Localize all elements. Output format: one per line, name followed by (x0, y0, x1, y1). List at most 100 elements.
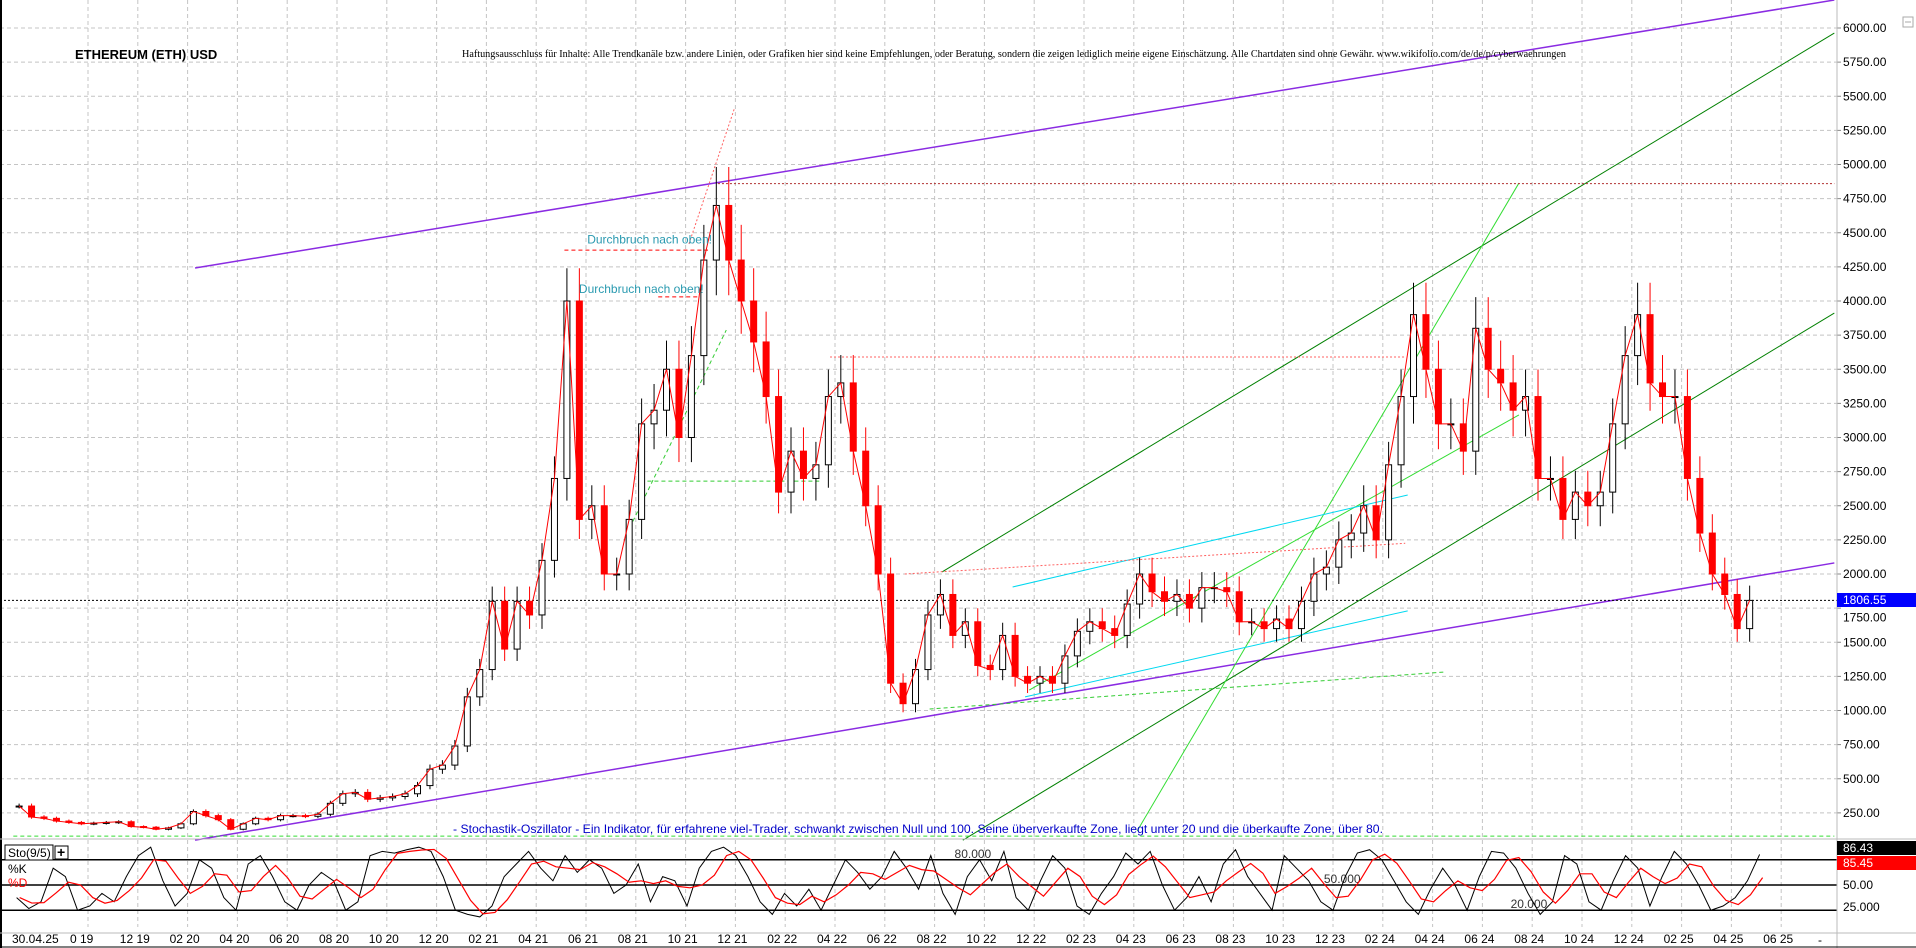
annotation-label: Durchbruch nach oben! (579, 282, 704, 296)
x-tick-label: 10 20 (369, 932, 399, 946)
candles: Durchbruch nach oben! Durchbruch nach obe… (15, 166, 1754, 831)
x-tick-label: 08 22 (917, 932, 947, 946)
stochastic-label-box[interactable] (4, 844, 54, 861)
x-tick-label: 12 21 (717, 932, 747, 946)
x-tick-label: 04 23 (1116, 932, 1146, 946)
x-tick-label: 0 19 (70, 932, 94, 946)
stoch-axis-tick: 50.00 (1843, 878, 1873, 892)
y-tick-label: 4500.00 (1843, 226, 1887, 240)
x-tick-label: 10 21 (668, 932, 698, 946)
annotation-label: Durchbruch nach oben! (587, 233, 712, 247)
x-tick-label: 30.04.25 (12, 932, 59, 946)
trendline-cyan-lower (1024, 610, 1408, 698)
x-tick-label: 02 22 (767, 932, 797, 946)
x-tick-label: 02 24 (1365, 932, 1395, 946)
y-tick-label: 250.00 (1843, 806, 1880, 820)
add-indicator-button[interactable] (54, 845, 69, 860)
x-tick-label: 06 24 (1464, 932, 1494, 946)
y-tick-label: 3250.00 (1843, 396, 1887, 410)
y-tick-label: 5500.00 (1843, 89, 1887, 103)
x-tick-label: 08 20 (319, 932, 349, 946)
x-tick-label: 08 23 (1215, 932, 1245, 946)
x-tick-label: 12 23 (1315, 932, 1345, 946)
stoch-k-line (16, 846, 1761, 918)
y-tick-label: 500.00 (1843, 772, 1880, 786)
d-legend: %D (8, 876, 28, 890)
x-tick-label: 12 22 (1016, 932, 1046, 946)
k-legend: %K (8, 862, 27, 876)
trendline-upper-channel (194, 0, 1835, 269)
x-tick-label: 02 23 (1066, 932, 1096, 946)
x-tick-label: 12 19 (120, 932, 150, 946)
trendline-lightgreen-mid (1028, 414, 1520, 691)
x-tick-label: 10 22 (966, 932, 996, 946)
x-tick-label: 08 21 (618, 932, 648, 946)
y-tick-label: 1250.00 (1843, 669, 1887, 683)
y-tick-label: 2250.00 (1843, 533, 1887, 547)
y-tick-label: 4000.00 (1843, 294, 1887, 308)
y-tick-label: 3500.00 (1843, 362, 1887, 376)
trendline-lightgreen-steep (1136, 182, 1520, 832)
stochastic-pane: 80.000 50.000 20.000 (0, 846, 1837, 918)
stoch-level-label: 80.000 (955, 847, 992, 861)
x-tick-label: 02 20 (170, 932, 200, 946)
y-tick-label: 2750.00 (1843, 465, 1887, 479)
x-tick-label: 02 25 (1664, 932, 1694, 946)
grid (0, 0, 1837, 927)
close-line (18, 205, 1751, 830)
y-tick-label: 750.00 (1843, 738, 1880, 752)
x-tick-label: 04 21 (518, 932, 548, 946)
y-tick-label: 4250.00 (1843, 260, 1887, 274)
x-tick-label: 12 24 (1614, 932, 1644, 946)
y-tick-label: 3750.00 (1843, 328, 1887, 342)
x-tick-label: 08 24 (1514, 932, 1544, 946)
stoch-level-label: 50.000 (1324, 872, 1361, 886)
y-tick-label: 5000.00 (1843, 158, 1887, 172)
trendline-cyan-upper (1012, 494, 1408, 588)
x-tick-label: 02 21 (468, 932, 498, 946)
stoch-axis-tick: 25.000 (1843, 900, 1880, 914)
x-tick-label: 12 20 (419, 932, 449, 946)
d-last-label: 85.45 (1843, 856, 1873, 870)
collapse-icon[interactable] (1902, 16, 1914, 28)
chart-title: ETHEREUM (ETH) USD (75, 47, 217, 62)
y-tick-label: 1750.00 (1843, 610, 1887, 624)
x-tick-label: 10 23 (1265, 932, 1295, 946)
trendline-green-channel-top (941, 32, 1835, 573)
y-tick-label: 5250.00 (1843, 123, 1887, 137)
d-last-tag (1837, 856, 1916, 870)
trendline-red-rising (904, 542, 1406, 575)
x-tick-label: 04 22 (817, 932, 847, 946)
y-tick-label: 2500.00 (1843, 499, 1887, 513)
stoch-level-label: 20.000 (1511, 897, 1548, 911)
x-tick-label: 06 21 (568, 932, 598, 946)
x-tick-label: 04 25 (1713, 932, 1743, 946)
current-price-tag (1837, 593, 1916, 607)
x-tick-label: 06 23 (1166, 932, 1196, 946)
stochastic-note: - Stochastik-Oszillator - Ein Indikator,… (453, 822, 1383, 836)
trendline-lower-channel (194, 562, 1835, 841)
stochastic-label: Sto(9/5) (8, 846, 51, 860)
plus-icon: + (57, 844, 65, 860)
x-tick-label: 04 24 (1415, 932, 1445, 946)
trendline-support-low (929, 671, 1445, 710)
current-price-label: 1806.55 (1843, 593, 1887, 607)
trendlines (0, 0, 1837, 841)
x-tick-label: 06 22 (867, 932, 897, 946)
stoch-d-line (19, 848, 1764, 915)
y-tick-label: 3000.00 (1843, 431, 1887, 445)
y-tick-label: 4750.00 (1843, 192, 1887, 206)
axis-end-label: - (1818, 933, 1822, 947)
x-tick-label: 06 25 (1763, 932, 1793, 946)
x-tick-label: 10 24 (1564, 932, 1594, 946)
y-tick-label: 5750.00 (1843, 55, 1887, 69)
k-last-label: 86.43 (1843, 841, 1873, 855)
k-last-tag (1837, 841, 1916, 855)
x-tick-label: 06 20 (269, 932, 299, 946)
y-tick-label: 2000.00 (1843, 567, 1887, 581)
y-tick-label: 6000.00 (1843, 21, 1887, 35)
y-tick-label: 1500.00 (1843, 635, 1887, 649)
